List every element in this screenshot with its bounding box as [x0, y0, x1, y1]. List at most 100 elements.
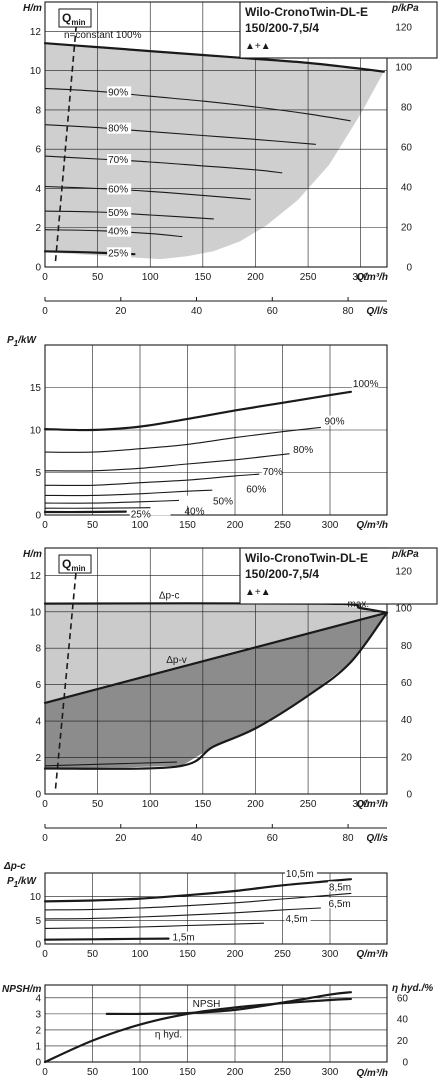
x-tick-label: 100	[142, 799, 159, 810]
y2-tick-label: 80	[401, 641, 413, 652]
series-label: 100%	[353, 379, 379, 390]
label-background	[107, 154, 132, 166]
x-tick-label: 250	[300, 799, 317, 810]
series-label: 4,5m	[286, 914, 308, 925]
series-label: n=constant 100%	[64, 30, 142, 41]
y2-tick-label: 100	[395, 604, 412, 615]
x-tick-label: 250	[300, 272, 317, 283]
series-label: 90%	[325, 416, 345, 427]
series-label: 10,5m	[286, 869, 314, 880]
series-line	[43, 937, 170, 941]
x-tick-label: 200	[247, 799, 264, 810]
series-label: η hyd.	[155, 1029, 182, 1040]
y2-tick-label: 100	[395, 62, 412, 73]
series-line	[43, 611, 389, 704]
y-tick-label: 4	[35, 184, 41, 195]
label-background	[107, 86, 132, 98]
x-tick-label: 50	[87, 1067, 99, 1078]
x2-tick-label: 20	[115, 306, 127, 317]
y-axis-label: P1/kW	[7, 335, 37, 348]
x2-tick-label: 80	[343, 833, 355, 844]
model-name: Wilo-CronoTwin-DL-E	[245, 551, 368, 565]
qmin-line	[54, 21, 78, 262]
plot-frame	[44, 984, 388, 1063]
pump-symbols: ▲+▲	[245, 41, 271, 52]
x-tick-label: 50	[92, 272, 104, 283]
x2-tick-label: 0	[42, 833, 48, 844]
y-tick-label: 0	[35, 1058, 41, 1069]
y-tick-label: 3	[35, 1009, 41, 1020]
x-tick-label: 50	[87, 949, 99, 960]
label-background	[107, 247, 132, 259]
x-tick-label: 50	[87, 520, 99, 531]
x-tick-label: 100	[132, 1067, 149, 1078]
x-tick-label: 300	[322, 520, 339, 531]
series-line	[44, 124, 316, 145]
y2-axis-label: p/kPa	[391, 549, 419, 560]
y-tick-label: 10	[30, 66, 42, 77]
series-line	[44, 426, 322, 453]
x-tick-label: 100	[132, 520, 149, 531]
series-line	[44, 761, 178, 767]
series-line	[43, 611, 389, 770]
model-size: 150/200-7,5/4	[245, 21, 319, 35]
y-tick-label: 5	[35, 916, 41, 927]
x-tick-label: 0	[42, 799, 48, 810]
x2-axis-label: Q/l/s	[366, 306, 388, 317]
series-line	[43, 390, 352, 432]
series-label: NPSH	[193, 999, 221, 1010]
y2-tick-label: 0	[402, 1058, 408, 1069]
max-label: max.	[347, 599, 369, 610]
y-tick-label: 12	[30, 27, 42, 38]
x-tick-label: 250	[274, 949, 291, 960]
series-line	[44, 473, 260, 487]
label-background	[327, 881, 354, 892]
x-tick-label: 0	[42, 949, 48, 960]
y2-tick-label: 40	[401, 182, 413, 193]
y-tick-label: 2	[35, 223, 41, 234]
y2-tick-label: 60	[401, 142, 413, 153]
plot-frame	[44, 1, 388, 268]
y-tick-label: 10	[30, 426, 42, 437]
series-label: 1,5m	[173, 933, 195, 944]
series-line	[43, 42, 385, 73]
y-tick-label: 4	[35, 717, 41, 728]
y-tick-label: 6	[35, 680, 41, 691]
dp-c-label: Δp-c	[159, 591, 180, 602]
series-line	[105, 991, 352, 1016]
x-tick-label: 200	[227, 1067, 244, 1078]
series-label: 90%	[108, 87, 128, 98]
x-axis-label: Q/m³/h	[356, 272, 388, 283]
y2-tick-label: 0	[406, 790, 412, 801]
y-tick-label: 0	[35, 790, 41, 801]
series-line	[44, 506, 170, 509]
series-line	[43, 997, 352, 1064]
y-tick-label: 10	[30, 607, 42, 618]
y-axis-label: P1/kW	[7, 876, 37, 889]
label-background	[351, 377, 378, 388]
series-label: 70%	[108, 155, 128, 166]
y-tick-label: 2	[35, 753, 41, 764]
plot-frame	[44, 547, 388, 795]
label-background	[327, 898, 354, 909]
y2-tick-label: 40	[401, 715, 413, 726]
y2-tick-label: 20	[401, 752, 413, 763]
y-tick-label: 0	[35, 940, 41, 951]
y-axis-label-top: Δp-c	[3, 861, 26, 872]
x-tick-label: 150	[195, 799, 212, 810]
x-tick-label: 150	[179, 1067, 196, 1078]
x2-tick-label: 60	[267, 306, 279, 317]
label-background	[284, 868, 317, 879]
series-line	[43, 878, 352, 903]
x2-tick-label: 20	[115, 833, 127, 844]
y-tick-label: 8	[35, 105, 41, 116]
x-tick-label: 250	[274, 520, 291, 531]
x-tick-label: 100	[142, 272, 159, 283]
x-tick-label: 250	[274, 1067, 291, 1078]
x-tick-label: 0	[42, 1067, 48, 1078]
plot-frame	[44, 872, 388, 945]
x-tick-label: 200	[227, 949, 244, 960]
x-tick-label: 200	[247, 272, 264, 283]
x-tick-label: 100	[132, 949, 149, 960]
y-tick-label: 5	[35, 468, 41, 479]
